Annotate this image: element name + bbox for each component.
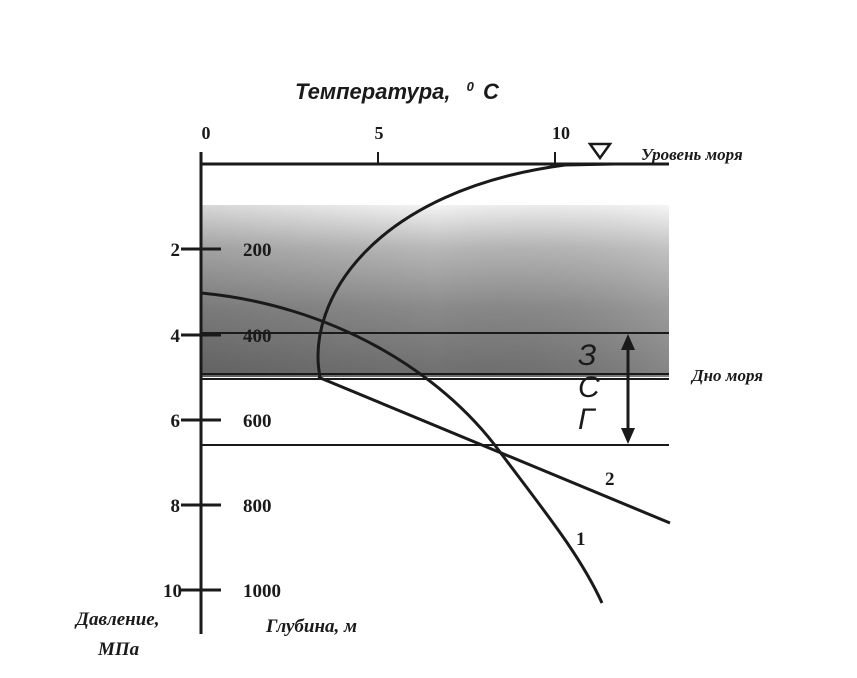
hsz-arrow-head-up [621, 334, 635, 350]
zone-letter-g: Г [578, 403, 597, 436]
sea-floor-label: Дно моря [690, 366, 763, 385]
pressure-label-10: 10 [163, 581, 182, 602]
water-temperature-profile [316, 162, 616, 378]
curve-2-label: 2 [605, 469, 615, 490]
pressure-label-4: 4 [171, 326, 181, 347]
depth-label-200: 200 [243, 240, 272, 261]
zone-letter-s: С [578, 371, 600, 404]
depth-axis-title: Глубина, м [265, 616, 357, 637]
depth-label-400: 400 [243, 326, 272, 347]
pressure-label-6: 6 [171, 411, 181, 432]
water-column-overlay [201, 205, 669, 377]
depth-label-1000: 1000 [243, 581, 281, 602]
depth-label-800: 800 [243, 496, 272, 517]
curve-1-label: 1 [576, 529, 586, 550]
pressure-label-2: 2 [171, 240, 181, 261]
pressure-axis-title-line1: Давление, [74, 609, 159, 630]
sea-level-label: Уровень моря [641, 145, 743, 164]
pressure-label-8: 8 [171, 496, 181, 517]
pressure-axis-title-line2: МПа [97, 639, 140, 660]
top-tick-label-0: 0 [202, 123, 211, 143]
curve-1-phase-boundary [200, 291, 604, 604]
hsz-arrow-head-down [621, 428, 635, 444]
top-tick-label-5: 5 [375, 123, 384, 143]
top-tick-label-10: 10 [552, 123, 570, 143]
temperature-axis-title: Температура, 0 C [295, 71, 500, 104]
curve-2-geotherm [317, 375, 671, 525]
depth-label-600: 600 [243, 411, 272, 432]
triangle-down-icon [587, 142, 613, 161]
zone-letter-z: З [578, 339, 596, 372]
